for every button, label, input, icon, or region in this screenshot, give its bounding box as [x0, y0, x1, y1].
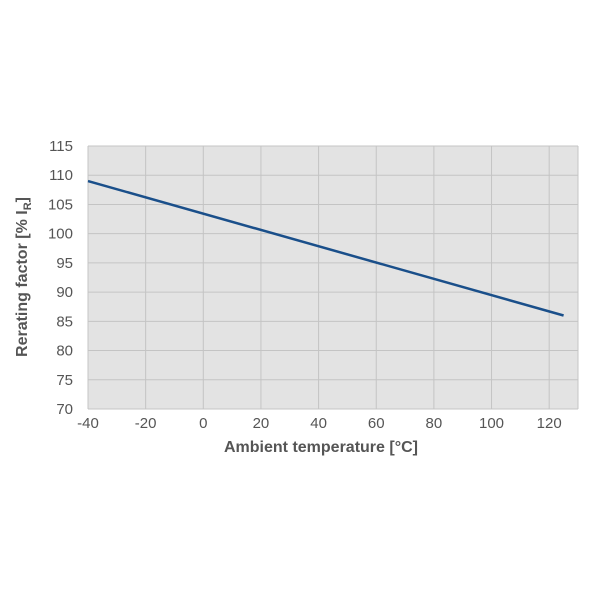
y-axis-title: Rerating factor [% IR]: [14, 197, 34, 357]
plot-area: [88, 146, 578, 409]
x-axis-ticks: -40 -20 0 20 40 60 80 100 120: [77, 415, 562, 432]
x-tick-label: 120: [537, 415, 562, 432]
y-tick-label: 75: [56, 372, 73, 389]
y-tick-label: 115: [49, 138, 73, 155]
x-tick-label: 40: [310, 415, 327, 432]
x-tick-label: -40: [77, 415, 99, 432]
x-tick-label: 20: [253, 415, 270, 432]
y-tick-label: 100: [48, 226, 73, 243]
grid: [87, 145, 579, 410]
y-axis-title-suffix: ]: [14, 197, 31, 202]
y-axis-ticks: 70 75 80 85 90 95 100 105 110 115: [48, 138, 73, 418]
x-tick-label: 0: [199, 415, 207, 432]
x-tick-label: 60: [368, 415, 385, 432]
x-axis-title: Ambient temperature [°C]: [224, 439, 418, 456]
y-tick-label: 110: [49, 167, 73, 184]
y-tick-label: 80: [56, 343, 73, 360]
y-axis-title-main: Rerating factor [% I: [14, 210, 31, 357]
y-tick-label: 105: [48, 196, 73, 213]
x-tick-label: -20: [135, 415, 157, 432]
y-tick-label: 70: [56, 401, 73, 418]
x-tick-label: 100: [479, 415, 504, 432]
series-line: [87, 179, 564, 317]
x-tick-label: 80: [426, 415, 443, 432]
series-lines: [87, 179, 564, 317]
y-axis-title-subscript: R: [22, 202, 34, 210]
y-tick-label: 90: [56, 284, 73, 301]
y-tick-label: 85: [56, 313, 73, 330]
y-tick-label: 95: [56, 255, 73, 272]
